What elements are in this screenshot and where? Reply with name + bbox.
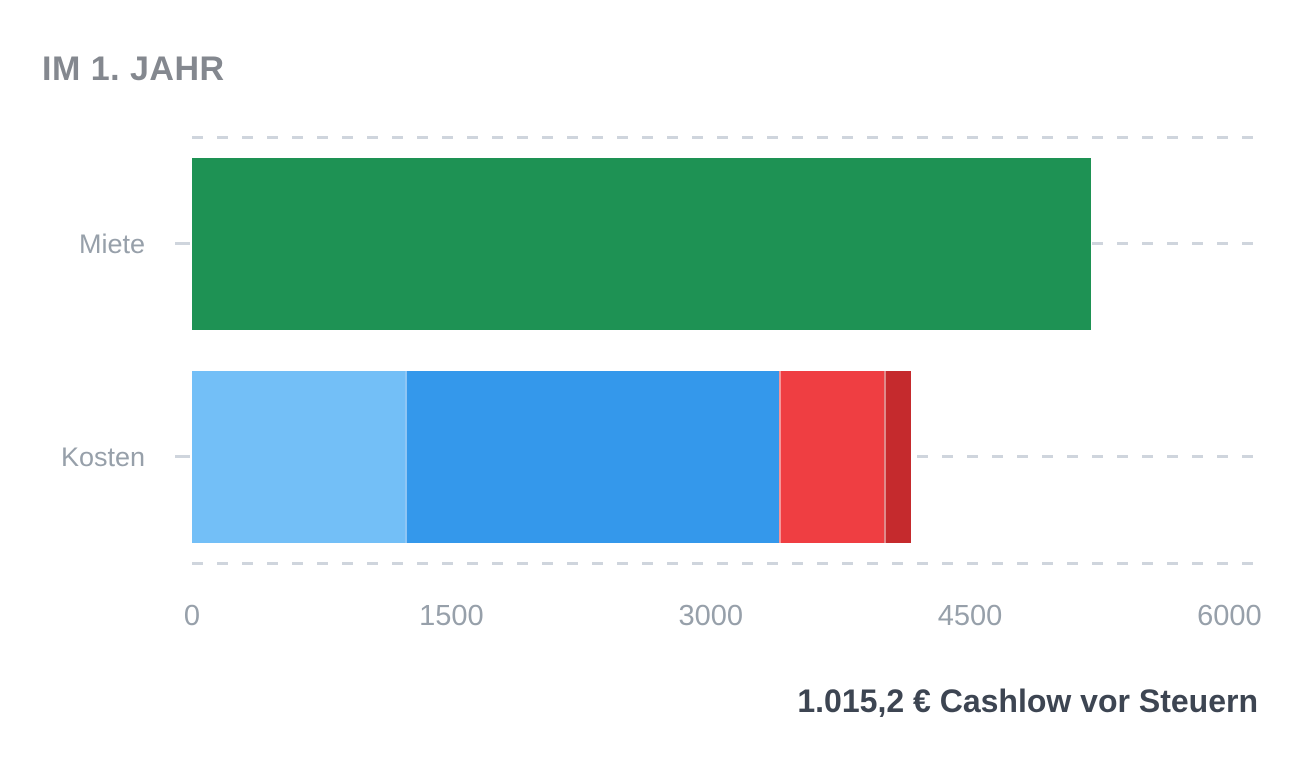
category-tick: [175, 242, 190, 245]
category-label-kosten: Kosten: [60, 441, 145, 472]
bar-segment-kosten-segment-4: [883, 370, 912, 543]
x-tick-label: 4500: [937, 600, 1003, 632]
cashflow-annotation: 1.015,2 € Cashlow vor Steuern: [797, 683, 1258, 719]
x-tick-label: 3000: [678, 600, 743, 632]
bar-segment-kosten-segment-3: [778, 370, 884, 543]
bar-segment-miete: [192, 157, 1092, 330]
chart-title: IM 1. JAHR: [42, 50, 225, 88]
bar-segment-kosten-segment-2: [404, 370, 779, 543]
x-tick-label: 1500: [419, 600, 484, 632]
x-tick-label: 0: [183, 600, 201, 632]
gridline: [192, 561, 1255, 565]
category-tick: [175, 455, 190, 458]
bar-segment-kosten-segment-1: [192, 370, 405, 543]
x-tick-label: 6000: [1197, 600, 1262, 632]
bar-row-miete: [192, 157, 1092, 330]
category-label-miete: Miete: [78, 228, 145, 259]
plot-area: [175, 135, 1255, 565]
gridline: [192, 135, 1255, 139]
bar-row-kosten: [192, 370, 912, 543]
